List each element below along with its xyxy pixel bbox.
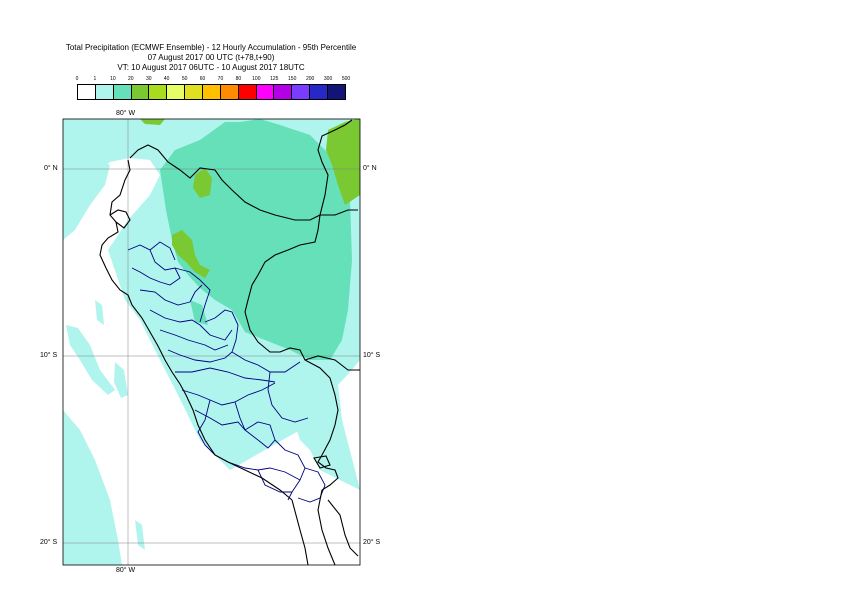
lon-label-top: 80° W [116, 110, 136, 117]
colorbar-label: 80 [235, 76, 242, 82]
administrative-borders [127, 241, 326, 503]
colorbar-cell [95, 85, 114, 99]
colorbar-cell [113, 85, 132, 99]
colorbar-label: 40 [163, 76, 170, 82]
colorbar-cell [185, 85, 204, 99]
colorbar-label: 150 [288, 76, 297, 82]
colorbar-label: 100 [252, 76, 261, 82]
colorbar-cells [77, 84, 346, 100]
map-frame [62, 118, 361, 566]
lat-label-left-10: 10° S [40, 352, 58, 359]
colorbar-label: 200 [305, 76, 315, 82]
colorbar-label: 10 [110, 76, 116, 82]
colorbar-label: 20 [128, 76, 134, 82]
colorbar-label: 0 [75, 76, 79, 82]
colorbar-cell [238, 85, 257, 99]
coastline-and-boundaries [99, 119, 360, 565]
colorbar-cell [149, 85, 168, 99]
lon-label-bottom: 80° W [116, 567, 136, 574]
heavy-precip-area [140, 119, 360, 278]
lat-label-right-20: 20° S [363, 539, 381, 546]
colorbar-label: 30 [145, 76, 152, 82]
colorbar-cell [78, 85, 96, 99]
lat-label-left-0: 0° N [44, 165, 58, 172]
colorbar-cell [203, 85, 221, 99]
lat-label-left-20: 20° S [40, 539, 58, 546]
colorbar-cell [292, 85, 311, 99]
colorbar-cell [328, 85, 345, 99]
colorbar-label: 125 [270, 76, 279, 82]
colorbar-label: 50 [181, 76, 188, 82]
colorbar-cell [167, 85, 186, 99]
colorbar-labels: 0 1 10 20 30 40 50 60 70 80 100 125 150 200 300 500 [75, 76, 351, 84]
colorbar-label: 500 [341, 76, 351, 82]
colorbar-cell [256, 85, 275, 99]
precipitation-colorbar: 0 1 10 20 30 40 50 60 70 80 100 125 150 200 300 500 [75, 76, 351, 102]
chart-title: Total Precipitation (ECMWF Ensemble) - 1… [0, 43, 422, 73]
colorbar-cell [310, 85, 329, 99]
colorbar-label: 70 [217, 76, 224, 82]
colorbar-label: 1 [93, 76, 97, 82]
title-line-1: Total Precipitation (ECMWF Ensemble) - 1… [65, 43, 357, 52]
colorbar-cell [131, 85, 150, 99]
title-line-2: 07 August 2017 00 UTC (t+78,t+90) [147, 53, 275, 62]
title-line-3: VT: 10 August 2017 06UTC - 10 August 201… [117, 63, 305, 72]
lat-label-right-0: 0° N [363, 165, 377, 172]
colorbar-label: 60 [199, 76, 206, 82]
colorbar-cell [220, 85, 239, 99]
colorbar-label: 300 [323, 76, 333, 82]
colorbar-cell [274, 85, 293, 99]
lat-label-right-10: 10° S [363, 352, 381, 359]
